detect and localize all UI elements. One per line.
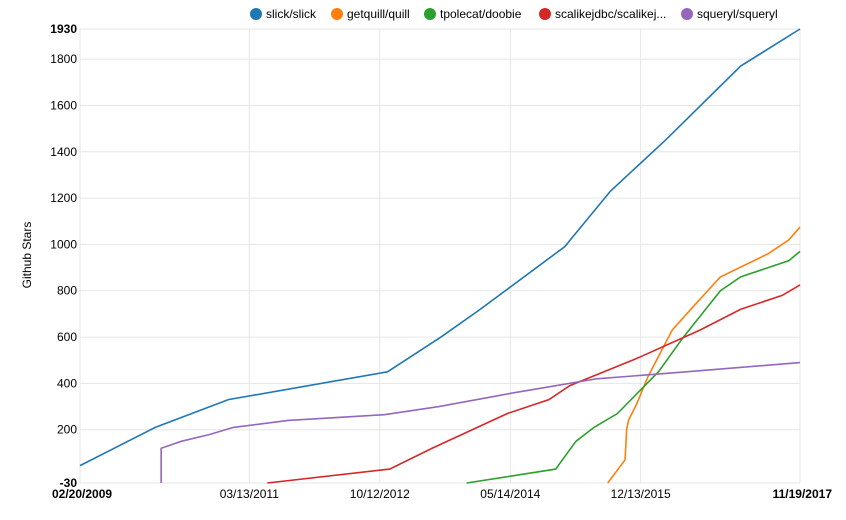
- x-tick-label: 10/12/2012: [350, 487, 410, 501]
- x-tick-label: 05/14/2014: [480, 487, 540, 501]
- series-line: [607, 226, 801, 484]
- legend-item[interactable]: getquill/quill: [331, 7, 410, 21]
- gridlines: [79, 28, 801, 484]
- y-tick-label: 1600: [50, 98, 77, 112]
- y-tick-label: 1400: [50, 145, 77, 159]
- y-tick-label: 1800: [50, 52, 77, 66]
- legend-swatch: [681, 8, 693, 20]
- y-tick-label: 600: [57, 330, 77, 344]
- legend-item[interactable]: squeryl/squeryl: [681, 7, 778, 21]
- legend-swatch: [424, 8, 436, 20]
- legend[interactable]: slick/slick getquill/quill tpolecat/doobie…: [250, 7, 778, 21]
- y-tick-label: 200: [57, 423, 77, 437]
- legend-item[interactable]: tpolecat/doobie: [424, 7, 522, 21]
- y-tick-label: -30: [60, 476, 78, 490]
- series-line: [267, 284, 801, 484]
- legend-label: tpolecat/doobie: [440, 7, 522, 21]
- x-tick-label: 11/19/2017: [773, 487, 833, 501]
- legend-swatch: [250, 8, 262, 20]
- y-axis-label: Github Stars: [20, 222, 34, 289]
- legend-label: scalikejdbc/scalikej...: [555, 7, 666, 21]
- series-line: [160, 361, 801, 483]
- legend-label: getquill/quill: [347, 7, 410, 21]
- series-line: [466, 250, 801, 484]
- axes: -30 200 400 600 800 1000 1200 1400 1600 1800 1930 0…: [50, 22, 832, 501]
- series-lines: [79, 28, 801, 484]
- legend-label: slick/slick: [266, 7, 317, 21]
- legend-item[interactable]: slick/slick: [250, 7, 317, 21]
- y-tick-label: 400: [57, 376, 77, 390]
- y-tick-label: 1000: [50, 237, 77, 251]
- legend-item[interactable]: scalikejdbc/scalikej...: [539, 7, 666, 21]
- legend-swatch: [331, 8, 343, 20]
- x-tick-label: 03/13/2011: [220, 487, 279, 501]
- x-tick-label: 12/13/2015: [611, 487, 671, 501]
- legend-label: squeryl/squeryl: [697, 7, 778, 21]
- y-tick-label: 1930: [50, 22, 77, 36]
- series-line: [79, 28, 801, 467]
- y-tick-label: 800: [57, 284, 77, 298]
- legend-swatch: [539, 8, 551, 20]
- x-tick-label: 02/20/2009: [52, 487, 112, 501]
- y-tick-label: 1200: [50, 191, 77, 205]
